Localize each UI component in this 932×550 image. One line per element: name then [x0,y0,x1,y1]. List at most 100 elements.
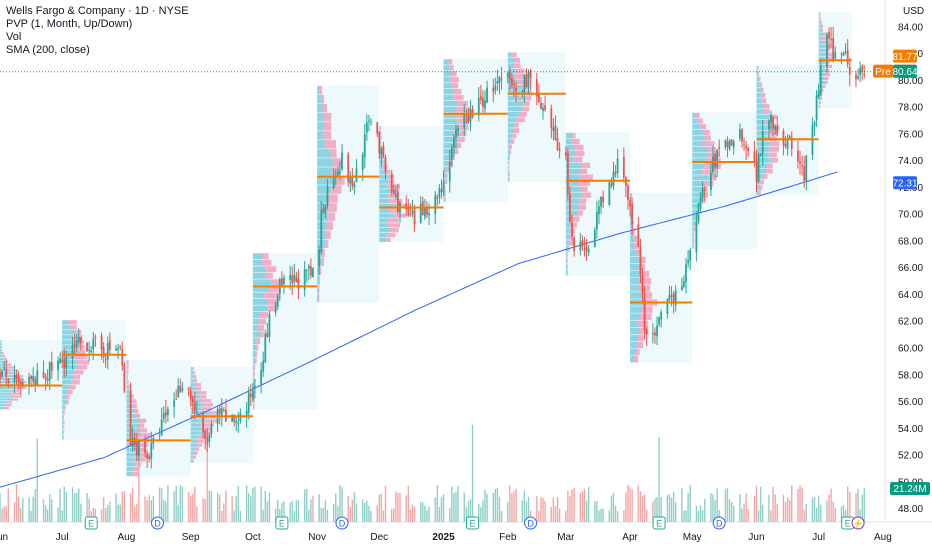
volume-bar [612,492,615,522]
profile-row-down [380,135,382,141]
indicator-sma[interactable]: SMA (200, close) [6,44,90,56]
currency-label: USD [903,6,924,17]
candle-body [42,372,45,378]
profile-row-down [389,208,401,213]
candle-body [639,246,642,275]
profile-row-down [522,101,530,106]
profile-row-up [507,68,516,74]
profile-row-down [457,100,469,107]
profile-row-up [507,128,514,134]
dividend-marker[interactable]: D [524,516,538,530]
candle-body [569,193,571,222]
volume-bar [49,494,51,522]
profile-row-up [756,190,759,196]
indicator-pvp[interactable]: PVP (1, Month, Up/Down) [6,18,133,30]
profile-row-down [134,457,146,462]
volume-bar [380,493,383,522]
candle-body [786,138,789,149]
profile-row-down [322,131,332,140]
candle-body [436,197,439,199]
profile-row-up [443,112,456,119]
indicator-volume[interactable]: Vol [6,31,22,43]
profile-row-up [507,166,509,171]
profile-row-up [317,212,329,221]
candle-body [710,173,712,191]
volume-bar [799,485,801,522]
profile-row-down [579,198,587,204]
dividend-marker[interactable]: D [151,516,165,530]
volume-bar [75,492,78,522]
candle-body [409,213,412,215]
profile-row-up [443,100,458,107]
candle-body [179,385,182,393]
profile-row-up [756,103,764,109]
event-markers[interactable]: E D E D E D E D E ⚡ [84,516,865,530]
profile-row-down [820,96,822,101]
candle-body [658,317,660,325]
volume-bar [658,436,660,522]
candle-body [202,413,205,432]
profile-row-up [507,117,516,123]
candle-body [687,260,690,264]
profile-row-up [565,132,573,139]
profile-row-up [126,394,130,399]
volume-bar [861,494,863,522]
profile-row-down [824,64,833,68]
symbol-title[interactable]: Wells Fargo & Company · 1D · NYSE [6,5,189,17]
profile-row-up [0,363,5,366]
earnings-marker[interactable]: E [652,516,666,530]
candle-body [394,193,397,197]
volume-bar [656,497,658,522]
candle-body [102,346,105,358]
price-axis[interactable]: USD 48.0050.0052.0054.0056.0058.0060.006… [898,6,924,515]
candle-body [353,183,356,188]
volume-bar [774,494,776,522]
profile-row-down [256,338,261,345]
profile-row-up [252,253,263,260]
price-tick-label: 56.00 [898,397,923,408]
volume-bar [105,507,107,522]
volume-bar [80,503,82,522]
profile-row-up [630,320,638,328]
profile-row-up [317,158,333,167]
volume-bar [741,508,743,522]
earnings-marker[interactable]: E [466,516,480,530]
profile-row-up [62,390,68,395]
volume-bar [803,509,805,522]
profile-row-up [190,455,193,459]
profile-row-down [199,395,207,399]
volume-bar [312,495,314,522]
profile-row-down [202,403,214,407]
profile-row-down [695,209,700,215]
dividend-marker[interactable]: D [335,516,349,530]
profile-row-up [818,92,821,97]
earnings-marker[interactable]: E [84,516,98,530]
profile-row-up [692,232,694,238]
split-marker[interactable]: ⚡ [851,516,865,530]
profile-row-down [757,65,759,71]
earnings-marker[interactable]: E [841,516,855,530]
volume-bar [326,509,329,522]
profile-row-up [126,365,128,370]
candle-body [305,270,308,272]
profile-row-up [630,334,639,342]
candle-body [782,131,785,146]
candle-body [48,361,51,381]
volume-bar [189,495,192,522]
profile-row-up [565,150,576,157]
profile-row-down [573,156,583,163]
time-axis[interactable]: Jun Jul Aug Sep Oct Nov Dec 2025 Feb Mar Apr May Jun… [0,532,892,543]
earnings-marker[interactable]: E [275,516,289,530]
volume-bar [73,493,76,522]
profile-row-up [565,180,578,186]
profile-row-down [766,163,773,169]
profile-row-down [637,320,649,328]
candle-body [442,181,445,193]
profile-row-down [448,59,453,65]
dividend-marker[interactable]: D [712,516,726,530]
candle-body [799,161,801,164]
candle-body [542,107,544,111]
profile-row-up [565,270,568,276]
profile-row-up [565,174,580,180]
